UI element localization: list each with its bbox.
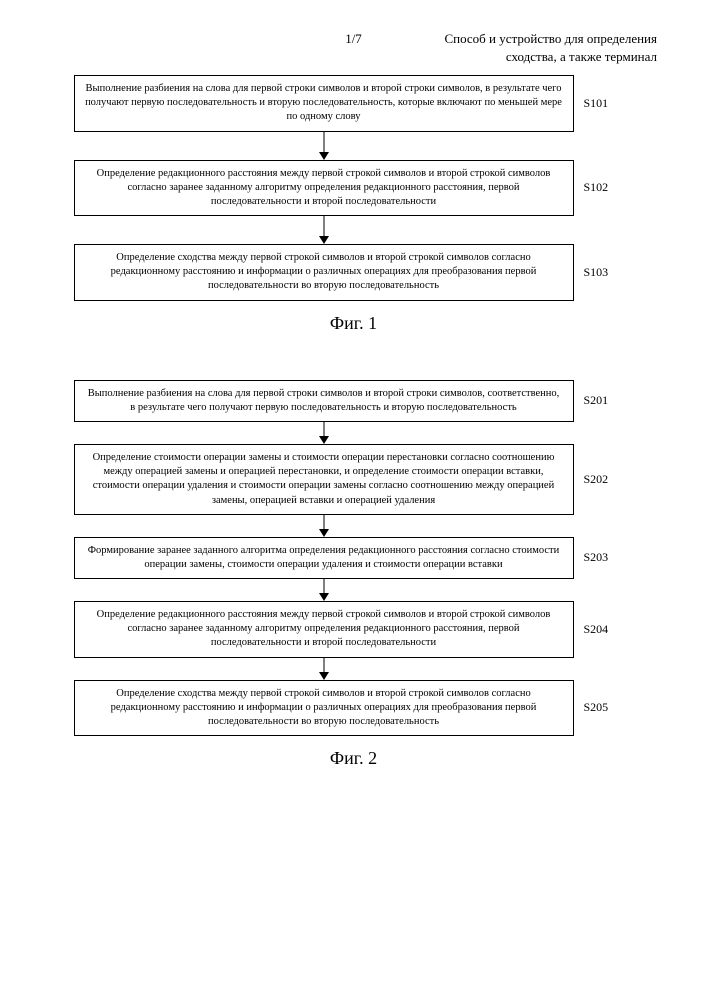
arrow-down-icon (317, 216, 331, 244)
spacer (40, 334, 667, 380)
fig2-row-4: Определение редакционного расстояния меж… (74, 601, 634, 658)
fig2-label-4: S204 (584, 622, 609, 637)
fig2-row-3: Формирование заранее заданного алгоритма… (74, 537, 634, 579)
figure-2-caption: Фиг. 2 (40, 748, 667, 769)
fig2-box-5: Определение сходства между первой строко… (74, 680, 574, 737)
fig1-arrow-2 (74, 216, 574, 244)
arrow-down-icon (317, 658, 331, 680)
fig1-row-3: Определение сходства между первой строко… (74, 244, 634, 301)
fig2-box-3: Формирование заранее заданного алгоритма… (74, 537, 574, 579)
header-line-1: Способ и устройство для определения (444, 31, 657, 46)
fig2-label-1: S201 (584, 393, 609, 408)
fig1-row-2: Определение редакционного расстояния меж… (74, 160, 634, 217)
fig2-box-4: Определение редакционного расстояния меж… (74, 601, 574, 658)
arrow-down-icon (317, 422, 331, 444)
fig2-arrow-2 (74, 515, 574, 537)
fig1-arrow-1 (74, 132, 574, 160)
fig2-arrow-1 (74, 422, 574, 444)
figure-1-flow: Выполнение разбиения на слова для первой… (74, 75, 634, 301)
fig1-row-1: Выполнение разбиения на слова для первой… (74, 75, 634, 132)
header-line-2: сходства, а также терминал (506, 49, 657, 64)
fig2-row-2: Определение стоимости операции замены и … (74, 444, 634, 515)
fig2-label-5: S205 (584, 700, 609, 715)
fig1-box-1: Выполнение разбиения на слова для первой… (74, 75, 574, 132)
fig2-label-3: S203 (584, 550, 609, 565)
fig2-row-5: Определение сходства между первой строко… (74, 680, 634, 737)
arrow-down-icon (317, 515, 331, 537)
arrow-down-icon (317, 579, 331, 601)
fig1-box-3: Определение сходства между первой строко… (74, 244, 574, 301)
fig2-arrow-4 (74, 658, 574, 680)
fig1-box-2: Определение редакционного расстояния меж… (74, 160, 574, 217)
figure-1-caption: Фиг. 1 (40, 313, 667, 334)
fig2-box-1: Выполнение разбиения на слова для первой… (74, 380, 574, 422)
fig1-label-1: S101 (584, 96, 609, 111)
fig2-row-1: Выполнение разбиения на слова для первой… (74, 380, 634, 422)
fig2-arrow-3 (74, 579, 574, 601)
fig2-box-2: Определение стоимости операции замены и … (74, 444, 574, 515)
fig1-label-3: S103 (584, 265, 609, 280)
fig1-label-2: S102 (584, 180, 609, 195)
figure-2-flow: Выполнение разбиения на слова для первой… (74, 380, 634, 736)
arrow-down-icon (317, 132, 331, 160)
fig2-label-2: S202 (584, 472, 609, 487)
page: Способ и устройство для определения сход… (0, 0, 707, 1000)
